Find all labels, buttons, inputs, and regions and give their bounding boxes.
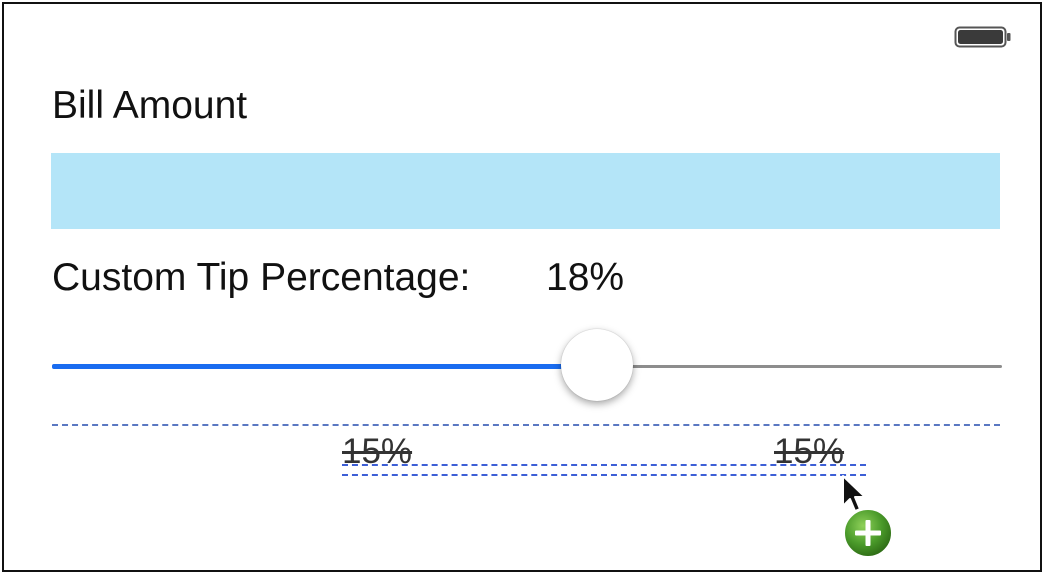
outlet-label-left[interactable]: 15% bbox=[342, 432, 413, 471]
outlet-label-right[interactable]: 15% bbox=[774, 432, 845, 471]
alignment-guide bbox=[52, 424, 1000, 426]
connection-guide-upper bbox=[342, 464, 866, 466]
bill-amount-label: Bill Amount bbox=[52, 84, 248, 127]
arrow-cursor-icon bbox=[842, 475, 866, 512]
tip-slider[interactable] bbox=[52, 329, 1002, 403]
add-badge-icon bbox=[843, 508, 893, 558]
bill-amount-field[interactable] bbox=[51, 153, 1000, 229]
slider-track-filled bbox=[52, 364, 598, 369]
slider-thumb[interactable] bbox=[561, 329, 634, 401]
slider-track-empty bbox=[597, 365, 1002, 368]
connection-guide-lower bbox=[342, 474, 866, 476]
custom-tip-value: 18% bbox=[546, 256, 625, 299]
battery-icon bbox=[954, 26, 1011, 48]
custom-tip-label: Custom Tip Percentage: bbox=[52, 256, 471, 299]
